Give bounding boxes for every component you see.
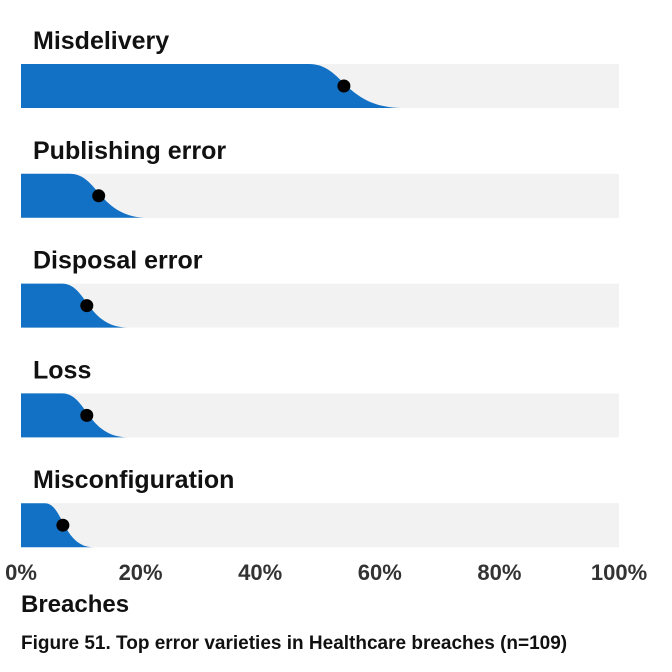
track-band [21, 503, 619, 547]
x-axis-title: Breaches [21, 591, 129, 618]
x-tick-label: 60% [358, 560, 402, 585]
x-tick-label: 100% [591, 560, 647, 585]
category-label: Loss [33, 356, 91, 384]
chart-row: Misconfiguration [21, 466, 619, 547]
x-tick-label: 20% [119, 560, 163, 585]
x-tick-label: 80% [477, 560, 521, 585]
value-dot [80, 299, 93, 312]
x-axis-ticks: 0% 20% 40% 60% 80% 100% [5, 560, 647, 585]
value-dot [80, 409, 93, 422]
x-tick-label: 0% [5, 560, 37, 585]
chart-row: Publishing error [21, 137, 619, 218]
chart-row: Loss [21, 356, 619, 437]
figure-caption: Figure 51. Top error varieties in Health… [21, 633, 567, 654]
category-label: Misconfiguration [33, 466, 234, 494]
track-band [21, 393, 619, 437]
x-tick-label: 40% [238, 560, 282, 585]
value-dot [92, 189, 105, 202]
chart-rows: Misdelivery Publishing error Disposal erro… [21, 27, 619, 547]
chart-row: Disposal error [21, 247, 619, 328]
track-band [21, 284, 619, 328]
category-label: Misdelivery [33, 27, 169, 55]
category-label: Publishing error [33, 137, 226, 165]
category-label: Disposal error [33, 247, 203, 275]
chart-row: Misdelivery [21, 27, 619, 108]
value-dot [337, 80, 350, 93]
value-dot [56, 519, 69, 532]
